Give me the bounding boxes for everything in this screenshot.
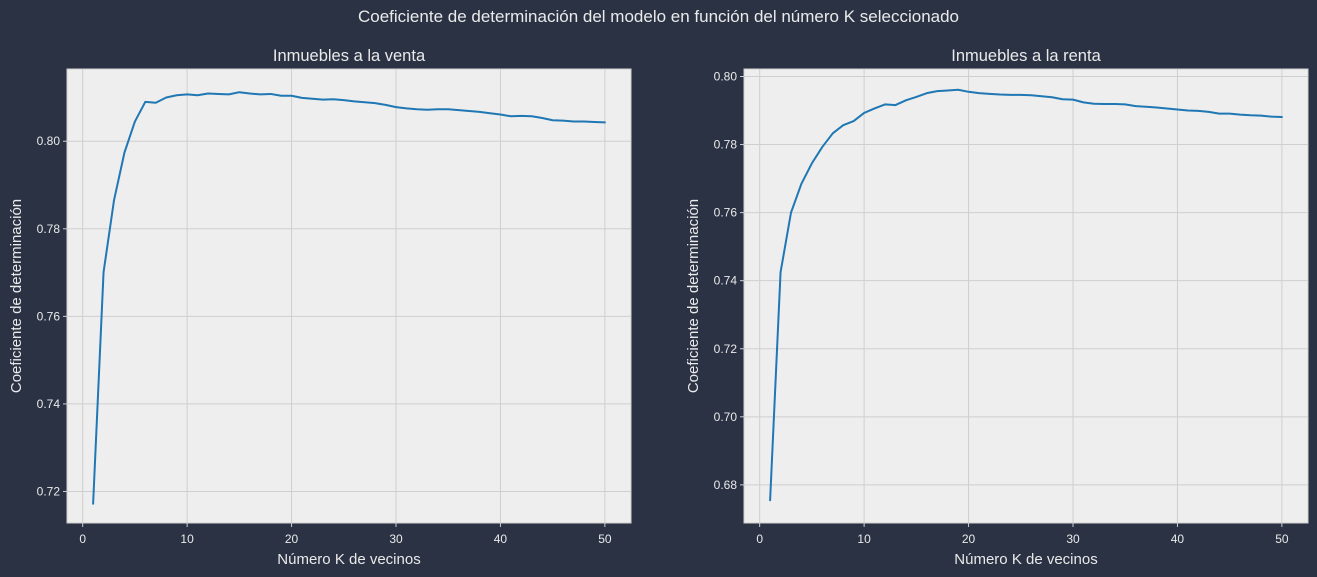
series-line <box>769 88 1283 502</box>
grid <box>67 69 631 523</box>
x-tick-label: 10 <box>857 532 871 546</box>
x-tick-label: 30 <box>389 532 403 546</box>
x-axis-label: Número K de vecinos <box>954 551 1097 568</box>
plot-area <box>743 68 1309 524</box>
x-tick-label: 20 <box>285 532 299 546</box>
grid <box>744 69 1308 523</box>
panel-title: Inmuebles a la renta <box>951 47 1101 65</box>
y-tick-label: 0.80 <box>714 69 738 83</box>
x-tick-label: 0 <box>756 532 763 546</box>
x-tick-label: 40 <box>1171 532 1185 546</box>
y-tick-label: 0.76 <box>37 309 61 323</box>
x-tick-label: 0 <box>79 532 86 546</box>
x-axis-label: Número K de vecinos <box>277 551 420 568</box>
y-axis-label: Coeficiente de determinación <box>8 199 25 393</box>
x-tick-label: 40 <box>494 532 508 546</box>
y-tick-label: 0.78 <box>714 138 738 152</box>
y-tick-label: 0.78 <box>37 222 61 236</box>
x-tick-label: 20 <box>962 532 976 546</box>
y-axis-label: Coeficiente de determinación <box>685 199 702 393</box>
y-tick-label: 0.80 <box>37 134 61 148</box>
plot-area <box>66 68 632 524</box>
figure-suptitle: Coeficiente de determinación del modelo … <box>357 7 960 26</box>
y-tick-label: 0.74 <box>714 274 738 288</box>
series-line <box>92 91 606 505</box>
y-tick-label: 0.74 <box>37 397 61 411</box>
x-tick-label: 50 <box>1275 532 1289 546</box>
y-tick-label: 0.70 <box>714 410 738 424</box>
panel-title: Inmuebles a la venta <box>273 47 426 65</box>
x-tick-label: 10 <box>180 532 194 546</box>
x-tick-label: 50 <box>598 532 612 546</box>
x-tick-label: 30 <box>1066 532 1080 546</box>
y-tick-label: 0.72 <box>714 342 738 356</box>
y-tick-label: 0.72 <box>37 484 61 498</box>
y-tick-label: 0.76 <box>714 206 738 220</box>
y-tick-label: 0.68 <box>714 478 738 492</box>
